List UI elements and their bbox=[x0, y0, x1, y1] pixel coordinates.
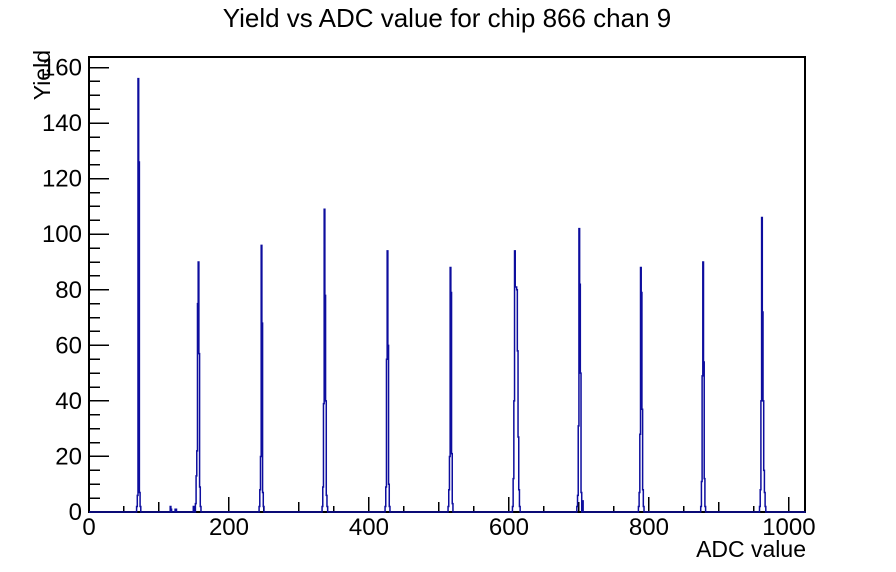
y-tick-label: 0 bbox=[69, 499, 82, 526]
y-tick-label: 20 bbox=[55, 443, 82, 470]
chart-title: Yield vs ADC value for chip 866 chan 9 bbox=[223, 3, 672, 33]
y-tick-label: 160 bbox=[42, 55, 82, 82]
x-tick-label: 200 bbox=[209, 514, 249, 541]
x-axis-title: ADC value bbox=[696, 536, 806, 562]
x-tick-label: 0 bbox=[82, 514, 95, 541]
histogram-line bbox=[89, 77, 806, 513]
y-tick-label: 120 bbox=[42, 166, 82, 193]
y-axis-title: Yield bbox=[29, 50, 55, 100]
x-axis-tick-labels: 0 200 400 600 800 1000 bbox=[82, 514, 815, 541]
y-axis-tick-labels: 0 20 40 60 80 100 120 140 160 bbox=[42, 55, 82, 526]
plot-frame bbox=[88, 56, 806, 513]
histogram-series bbox=[89, 77, 806, 513]
y-tick-label: 100 bbox=[42, 221, 82, 248]
y-tick-label: 80 bbox=[55, 277, 82, 304]
y-tick-label: 60 bbox=[55, 332, 82, 359]
x-tick-label: 800 bbox=[629, 514, 669, 541]
x-tick-label: 600 bbox=[489, 514, 529, 541]
x-axis-ticks bbox=[123, 497, 790, 512]
y-tick-label: 140 bbox=[42, 110, 82, 137]
x-tick-label: 1000 bbox=[762, 514, 815, 541]
y-tick-label: 40 bbox=[55, 388, 82, 415]
x-tick-label: 400 bbox=[349, 514, 389, 541]
y-axis-ticks bbox=[89, 66, 109, 499]
